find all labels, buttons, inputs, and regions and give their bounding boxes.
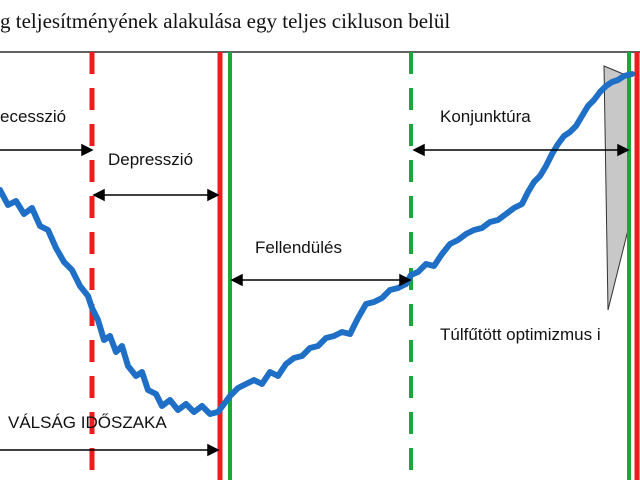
label-depression: Depresszió (108, 150, 193, 169)
depression-arrowhead-right (207, 188, 220, 202)
economic-output-curve (0, 71, 635, 417)
recession-arrowhead (81, 143, 94, 157)
overheated-wedge (603, 65, 629, 311)
crisis-arrowhead (207, 443, 220, 457)
label-boom: Konjunktúra (440, 107, 531, 126)
depression-arrowhead-left (92, 188, 105, 202)
diagram-title: g teljesítményének alakulása egy teljes … (0, 9, 450, 33)
label-crisis-period: VÁLSÁG IDŐSZAKA (8, 413, 167, 432)
label-overheated: Túlfűtött optimizmus i (440, 325, 601, 344)
label-recovery: Fellendülés (255, 238, 342, 257)
boom-arrowhead-left (412, 143, 425, 157)
recovery-arrowhead-left (230, 273, 243, 287)
boom-arrowhead-right (617, 143, 630, 157)
label-recession: ecesszió (0, 107, 66, 126)
recovery-arrowhead-right (399, 273, 412, 287)
